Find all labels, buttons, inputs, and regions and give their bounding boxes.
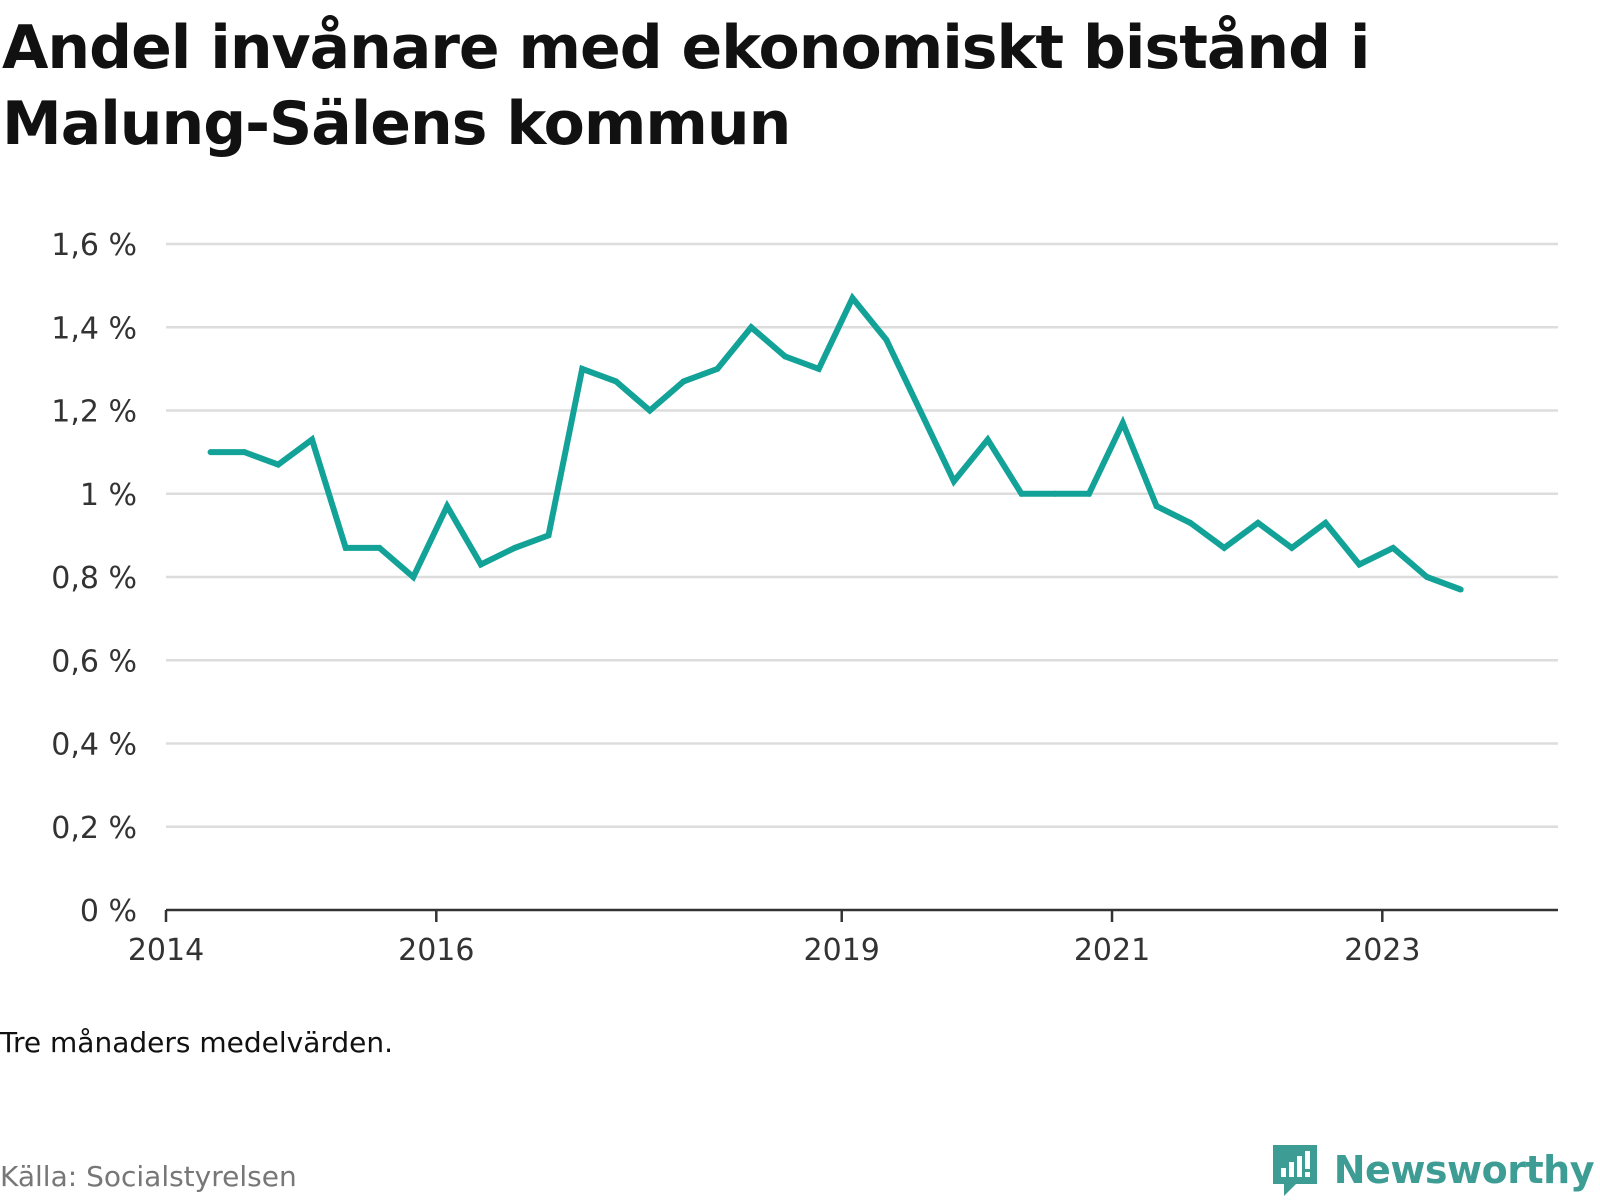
data-point: [1221, 544, 1228, 551]
data-point: [950, 478, 957, 485]
y-tick-label: 0,4 %: [51, 728, 137, 763]
source-credit: Källa: Socialstyrelsen: [0, 1160, 297, 1193]
data-point: [511, 544, 518, 551]
data-point: [376, 544, 383, 551]
x-tick-label: 2021: [1074, 933, 1150, 968]
series-line: [210, 292, 1462, 593]
y-tick-label: 1,6 %: [51, 228, 137, 263]
y-axis-labels: 0 % 0,2 % 0,4 % 0,6 % 0,8 % 1 % 1,2 % 1,4 % 1,6 …: [51, 228, 137, 929]
brand-name: Newsworthy: [1333, 1148, 1595, 1192]
data-point: [1457, 586, 1464, 593]
data-point: [1288, 544, 1295, 551]
data-point: [815, 365, 822, 372]
y-tick-label: 1,4 %: [51, 311, 137, 346]
y-tick-label: 0 %: [80, 894, 137, 929]
data-point: [477, 561, 484, 568]
x-tick-label: 2019: [804, 933, 880, 968]
data-point: [207, 449, 214, 456]
y-tick-label: 0,6 %: [51, 644, 137, 679]
newsworthy-logo-icon: [1272, 1145, 1317, 1196]
x-tick-label: 2014: [128, 933, 204, 968]
data-point: [714, 365, 721, 372]
y-tick-label: 0,2 %: [51, 811, 137, 846]
grid-lines: [166, 242, 1558, 828]
data-point: [1187, 519, 1194, 526]
x-tick-label: 2016: [398, 933, 474, 968]
data-point: [1322, 519, 1329, 526]
data-point: [849, 295, 856, 302]
data-point: [883, 336, 890, 343]
chart-title: Andel invånare med ekonomiskt bistånd i …: [2, 13, 1370, 159]
data-point: [1153, 503, 1160, 510]
data-point: [342, 544, 349, 551]
data-point: [1423, 574, 1430, 580]
series-layer: [207, 292, 1464, 593]
data-point: [241, 449, 248, 456]
data-point: [308, 436, 315, 443]
data-point: [1356, 561, 1363, 568]
y-tick-label: 0,8 %: [51, 561, 137, 596]
data-point: [1119, 419, 1126, 426]
data-point: [545, 532, 552, 539]
chart-note: Tre månaders medelvärden.: [0, 1026, 394, 1059]
data-point: [275, 461, 282, 468]
data-point: [646, 407, 653, 414]
data-point: [680, 378, 687, 385]
x-axis: [164, 908, 1558, 922]
data-point: [613, 378, 620, 385]
data-point: [984, 436, 991, 443]
data-point: [781, 353, 788, 360]
data-point: [1254, 519, 1261, 526]
line-chart: 0 % 0,2 % 0,4 % 0,6 % 0,8 % 1 % 1,2 % 1,4 % 1,6 …: [51, 228, 1558, 968]
data-point: [1086, 490, 1093, 497]
x-tick-label: 2023: [1344, 933, 1420, 968]
data-point: [410, 574, 417, 580]
data-point: [917, 407, 924, 414]
x-axis-labels: 2014 2016 2019 2021 2023: [128, 933, 1421, 968]
y-tick-label: 1,2 %: [51, 395, 137, 430]
data-point: [1390, 544, 1397, 551]
data-point: [748, 324, 755, 331]
brand-logo: Newsworthy: [1270, 1142, 1595, 1198]
data-point: [1052, 490, 1059, 497]
data-point: [1018, 490, 1025, 497]
y-tick-label: 1 %: [80, 478, 137, 513]
data-point: [444, 503, 451, 510]
data-point: [579, 365, 586, 372]
